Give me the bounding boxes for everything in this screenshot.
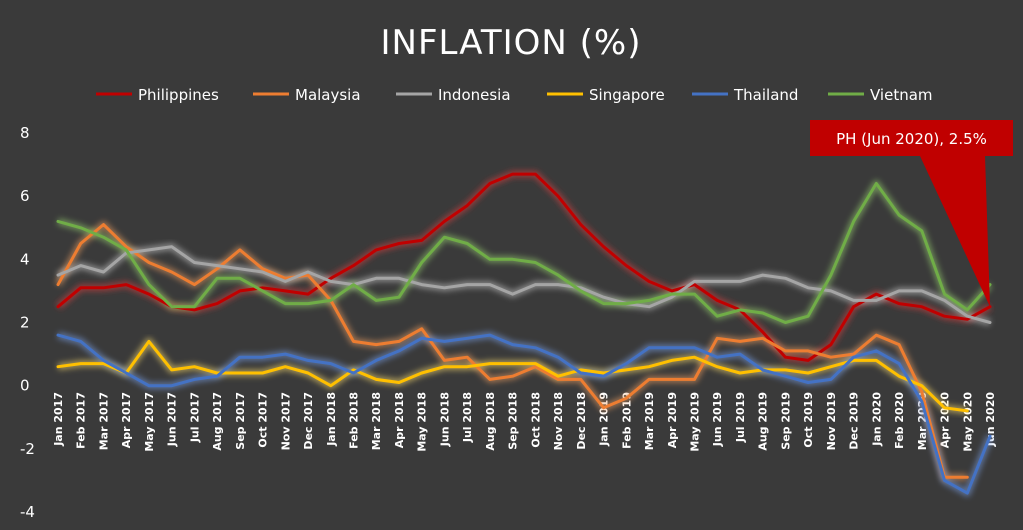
x-tick-label: May 2018: [416, 392, 429, 452]
x-tick-label: Nov 2017: [279, 392, 292, 450]
x-tick-label: Jan 2017: [52, 392, 65, 447]
series-line-malaysia: [56, 223, 969, 479]
series-line-philippines: [56, 172, 992, 362]
x-tick-label: Mar 2019: [643, 392, 656, 450]
y-tick-label: 4: [20, 250, 30, 268]
x-tick-label: Oct 2019: [802, 392, 815, 448]
x-tick-label: Jun 2019: [711, 392, 724, 447]
x-tick-label: Jun 2020: [984, 392, 997, 448]
y-tick-label: -2: [20, 440, 35, 458]
x-tick-label: Dec 2019: [848, 392, 861, 450]
series-glow-philippines: [55, 170, 992, 364]
x-tick-label: Jan 2020: [870, 392, 883, 447]
x-tick-label: Mar 2017: [97, 392, 110, 450]
series-line-thailand: [56, 333, 992, 495]
x-tick-label: Feb 2018: [348, 392, 361, 449]
legend-label-philippines: Philippines: [138, 86, 219, 104]
x-tick-label: May 2020: [961, 392, 974, 452]
annotation-callout: PH (Jun 2020), 2.5%: [810, 120, 1013, 307]
x-tick-label: Jan 2018: [325, 392, 338, 447]
x-tick-label: Dec 2018: [575, 392, 588, 450]
x-tick-label: Feb 2020: [893, 392, 906, 449]
x-tick-label: Apr 2019: [666, 392, 679, 448]
x-tick-label: Nov 2019: [825, 392, 838, 450]
x-tick-label: Feb 2017: [75, 392, 88, 449]
x-tick-label: Jul 2019: [734, 392, 747, 443]
y-tick-label: 6: [20, 187, 30, 205]
series-line-singapore: [56, 339, 969, 413]
x-tick-label: Oct 2017: [257, 392, 270, 448]
x-tick-label: Jun 2017: [166, 392, 179, 447]
x-tick-label: Apr 2017: [120, 392, 133, 448]
legend-label-vietnam: Vietnam: [870, 86, 933, 104]
chart-title: INFLATION (%): [381, 23, 642, 63]
callout-pointer: [920, 156, 990, 307]
x-tick-label: Dec 2017: [302, 392, 315, 450]
series-line-indonesia: [56, 245, 992, 324]
x-tick-label: Sep 2017: [234, 392, 247, 450]
y-tick-label: 0: [20, 377, 30, 395]
y-axis: 8 6 4 2 0 -2 -4: [20, 124, 35, 521]
x-tick-label: Feb 2019: [620, 392, 633, 449]
x-tick-label: Jul 2018: [461, 392, 474, 443]
y-tick-label: -4: [20, 503, 35, 521]
x-tick-label: Jun 2018: [438, 392, 451, 447]
x-tick-label: Oct 2018: [529, 392, 542, 448]
x-tick-label: Apr 2018: [393, 392, 406, 448]
x-tick-label: Aug 2017: [211, 392, 224, 451]
x-tick-label: Sep 2018: [507, 392, 520, 450]
x-tick-label: Aug 2019: [757, 392, 770, 451]
legend-label-singapore: Singapore: [589, 86, 665, 104]
legend-label-indonesia: Indonesia: [438, 86, 511, 104]
y-tick-label: 8: [20, 124, 30, 142]
legend-label-thailand: Thailand: [733, 86, 798, 104]
x-tick-label: Aug 2018: [484, 392, 497, 451]
series-layer: [56, 172, 992, 495]
x-tick-label: May 2019: [688, 392, 701, 452]
x-axis: Jan 2017 Feb 2017 Mar 2017 Apr 2017 May 2017…: [52, 392, 997, 452]
x-tick-label: May 2017: [143, 392, 156, 452]
series-line-vietnam: [56, 182, 992, 324]
callout-label: PH (Jun 2020), 2.5%: [836, 130, 987, 148]
y-tick-label: 2: [20, 314, 30, 332]
x-tick-label: Mar 2018: [370, 392, 383, 450]
x-tick-label: Jul 2017: [188, 392, 201, 443]
callout-box: [810, 120, 1013, 156]
x-tick-label: Nov 2018: [552, 392, 565, 450]
legend: Philippines Malaysia Indonesia Singapore Tha…: [96, 86, 933, 104]
legend-label-malaysia: Malaysia: [295, 86, 361, 104]
x-tick-label: Sep 2019: [779, 392, 792, 450]
